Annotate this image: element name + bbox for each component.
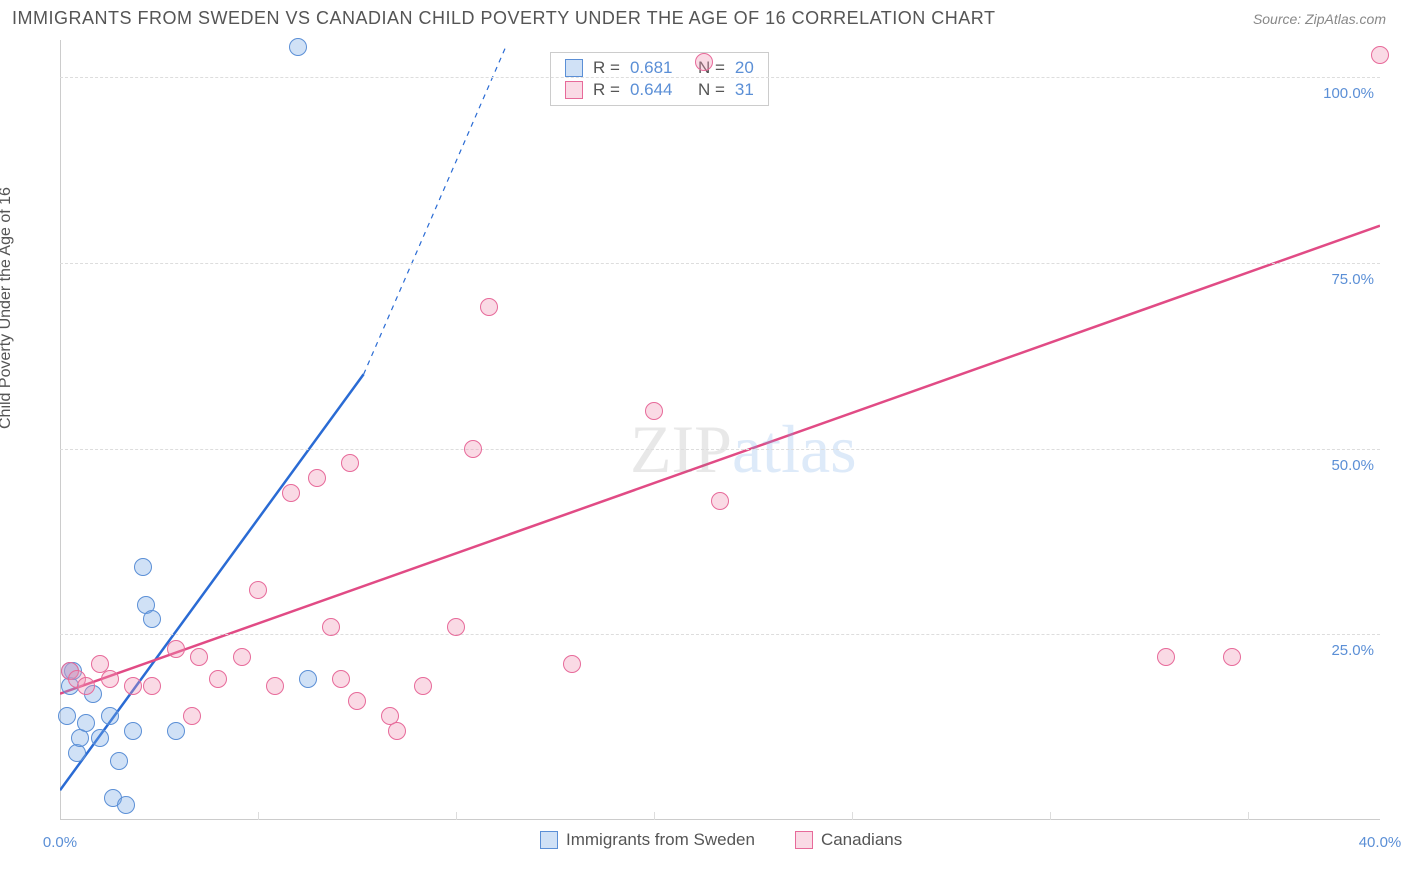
data-point xyxy=(1157,648,1175,666)
data-point xyxy=(322,618,340,636)
grid-line-vertical xyxy=(456,812,457,820)
data-point xyxy=(124,722,142,740)
data-point xyxy=(282,484,300,502)
data-point xyxy=(167,640,185,658)
data-point xyxy=(77,677,95,695)
grid-line-vertical xyxy=(654,812,655,820)
grid-line-vertical xyxy=(258,812,259,820)
data-point xyxy=(143,610,161,628)
data-point xyxy=(266,677,284,695)
data-point xyxy=(480,298,498,316)
data-point xyxy=(101,707,119,725)
data-point xyxy=(332,670,350,688)
data-point xyxy=(299,670,317,688)
data-point xyxy=(77,714,95,732)
data-point xyxy=(348,692,366,710)
grid-line-horizontal xyxy=(60,634,1380,635)
data-point xyxy=(645,402,663,420)
legend-swatch-sweden-icon xyxy=(540,831,558,849)
grid-line-vertical xyxy=(1248,812,1249,820)
data-point xyxy=(289,38,307,56)
chart-header: IMMIGRANTS FROM SWEDEN VS CANADIAN CHILD… xyxy=(0,0,1406,33)
data-point xyxy=(110,752,128,770)
y-axis-label: Child Poverty Under the Age of 16 xyxy=(0,187,15,429)
legend-item-sweden: Immigrants from Sweden xyxy=(540,830,755,850)
data-point xyxy=(711,492,729,510)
trend-lines-svg xyxy=(60,40,1380,820)
data-point xyxy=(101,670,119,688)
legend-row-canadians: R = 0.644 N = 31 xyxy=(565,79,754,101)
data-point xyxy=(190,648,208,666)
data-point xyxy=(91,729,109,747)
data-point xyxy=(124,677,142,695)
data-point xyxy=(143,677,161,695)
grid-line-horizontal xyxy=(60,77,1380,78)
y-tick-label: 75.0% xyxy=(1314,271,1374,288)
data-point xyxy=(388,722,406,740)
data-point xyxy=(249,581,267,599)
y-tick-label: 50.0% xyxy=(1314,457,1374,474)
plot-area: ZIPatlas R = 0.681 N = 20 R = 0.644 N = … xyxy=(60,40,1380,820)
data-point xyxy=(464,440,482,458)
source-attribution: Source: ZipAtlas.com xyxy=(1253,11,1386,27)
legend-item-canadians: Canadians xyxy=(795,830,902,850)
data-point xyxy=(58,707,76,725)
data-point xyxy=(341,454,359,472)
correlation-legend: R = 0.681 N = 20 R = 0.644 N = 31 xyxy=(550,52,769,106)
data-point xyxy=(167,722,185,740)
chart-container: ZIPatlas R = 0.681 N = 20 R = 0.644 N = … xyxy=(50,40,1390,840)
data-point xyxy=(695,53,713,71)
data-point xyxy=(1223,648,1241,666)
data-point xyxy=(308,469,326,487)
legend-swatch-sweden xyxy=(565,59,583,77)
x-tick-label: 40.0% xyxy=(1350,834,1406,851)
data-point xyxy=(414,677,432,695)
y-axis-line xyxy=(60,40,61,820)
grid-line-horizontal xyxy=(60,263,1380,264)
series-legend: Immigrants from Sweden Canadians xyxy=(540,830,902,850)
legend-swatch-canadians xyxy=(565,81,583,99)
data-point xyxy=(233,648,251,666)
legend-swatch-canadians-icon xyxy=(795,831,813,849)
grid-line-horizontal xyxy=(60,449,1380,450)
data-point xyxy=(563,655,581,673)
data-point xyxy=(1371,46,1389,64)
y-tick-label: 25.0% xyxy=(1314,642,1374,659)
data-point xyxy=(183,707,201,725)
data-point xyxy=(209,670,227,688)
data-point xyxy=(447,618,465,636)
grid-line-vertical xyxy=(852,812,853,820)
x-tick-label: 0.0% xyxy=(30,834,90,851)
data-point xyxy=(134,558,152,576)
y-tick-label: 100.0% xyxy=(1314,85,1374,102)
grid-line-vertical xyxy=(1050,812,1051,820)
legend-row-sweden: R = 0.681 N = 20 xyxy=(565,57,754,79)
chart-title: IMMIGRANTS FROM SWEDEN VS CANADIAN CHILD… xyxy=(12,8,995,29)
data-point xyxy=(117,796,135,814)
